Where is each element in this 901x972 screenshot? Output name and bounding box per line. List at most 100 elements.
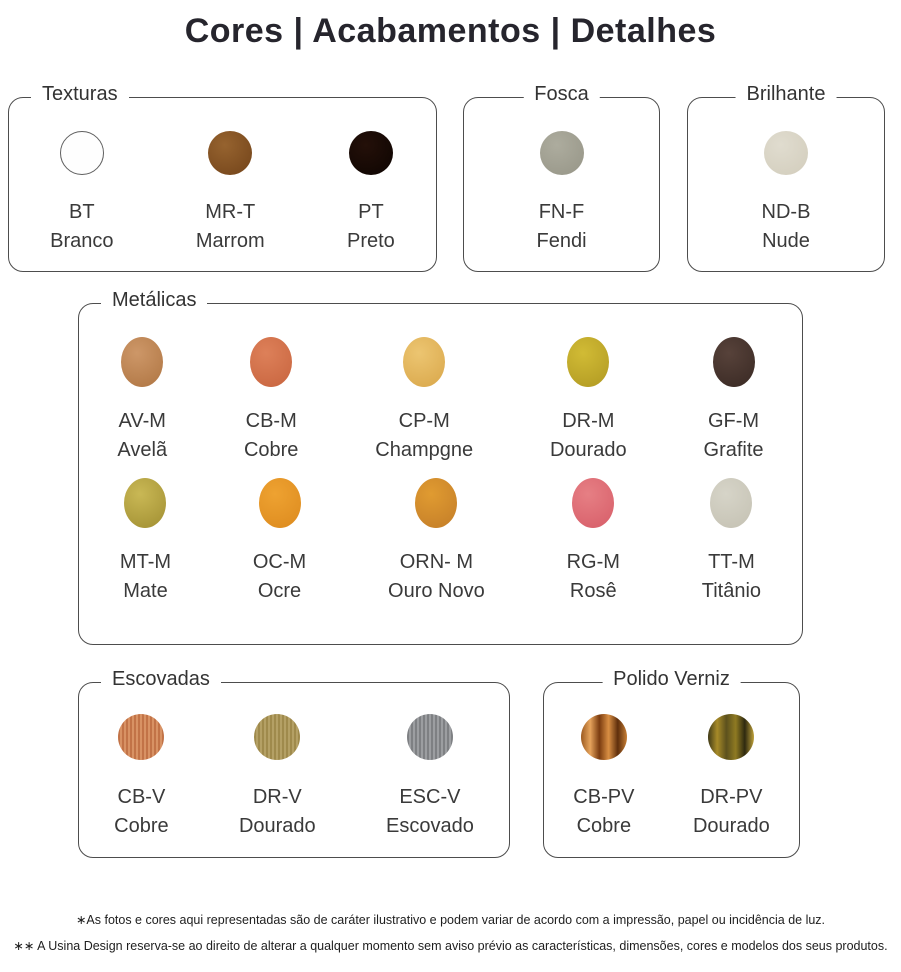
- color-code: CB-PV: [573, 786, 635, 808]
- items-row: CB-PV Cobre DR-PV Dourado: [544, 714, 799, 840]
- color-code: PT: [358, 201, 384, 223]
- color-name: Preto: [347, 230, 395, 252]
- color-item: PT Preto: [347, 131, 395, 255]
- section-fosca: Fosca FN-F Fendi: [463, 83, 660, 272]
- color-item: RG-M Rosê: [567, 478, 620, 605]
- color-item: CB-M Cobre: [244, 337, 298, 464]
- color-code: DR-V: [252, 786, 302, 808]
- color-code: DR-M: [562, 410, 615, 432]
- color-item: MT-M Mate: [120, 478, 171, 605]
- color-item: BT Branco: [50, 131, 114, 255]
- section-texturas: Texturas BT Branco MR-T Marrom PT Preto: [8, 83, 437, 272]
- items-row: ND-B Nude: [688, 131, 884, 255]
- color-swatch: [580, 714, 627, 760]
- color-code: TT-M: [708, 551, 755, 573]
- color-name: Branco: [50, 230, 114, 252]
- color-name: Escovado: [385, 815, 474, 837]
- color-name: Ouro Novo: [388, 580, 485, 602]
- color-item: OC-M Ocre: [253, 478, 306, 605]
- section-brilhante: Brilhante ND-B Nude: [687, 83, 885, 272]
- color-item: ND-B Nude: [761, 131, 811, 255]
- section-escovadas: Escovadas CB-V Cobre DR-V Dourado ESC-V …: [78, 668, 510, 858]
- color-item: FN-F Fendi: [536, 131, 587, 255]
- color-code: ND-B: [761, 201, 811, 223]
- color-name: Avelã: [117, 439, 168, 461]
- color-swatch: [406, 714, 453, 760]
- items-row: CB-V Cobre DR-V Dourado ESC-V Escovado: [79, 714, 509, 840]
- section-legend-polido-verniz: Polido Verniz: [602, 668, 741, 691]
- color-item: DR-V Dourado: [239, 714, 316, 840]
- color-swatch: [118, 714, 165, 760]
- color-code: ESC-V: [399, 786, 461, 808]
- color-item: CB-V Cobre: [114, 714, 169, 840]
- color-swatch: [250, 337, 293, 387]
- color-item: ESC-V Escovado: [386, 714, 474, 840]
- color-swatch: [208, 131, 253, 175]
- footnotes: ∗As fotos e cores aqui representadas são…: [0, 907, 901, 959]
- color-item: DR-PV Dourado: [693, 714, 770, 840]
- color-swatch: [124, 478, 167, 528]
- color-code: MR-T: [205, 201, 256, 223]
- color-code: GF-M: [707, 410, 760, 432]
- color-name: Cobre: [243, 439, 299, 461]
- color-item: DR-M Dourado: [550, 337, 627, 464]
- color-item: GF-M Grafite: [704, 337, 764, 464]
- color-item: CB-PV Cobre: [573, 714, 634, 840]
- color-code: BT: [69, 201, 95, 223]
- color-name: Rosê: [569, 580, 617, 602]
- section-legend-brilhante: Brilhante: [735, 83, 837, 106]
- color-name: Champgne: [375, 439, 474, 461]
- color-name: Mate: [123, 580, 168, 602]
- color-code: CP-M: [398, 410, 450, 432]
- color-swatch: [415, 478, 458, 528]
- color-swatch: [59, 131, 104, 175]
- page-title: Cores | Acabamentos | Detalhes: [184, 12, 717, 50]
- color-item: CP-M Champgne: [375, 337, 473, 464]
- color-code: OC-M: [252, 551, 307, 573]
- color-swatch: [121, 337, 164, 387]
- color-code: AV-M: [118, 410, 166, 432]
- color-item: MR-T Marrom: [196, 131, 265, 255]
- footnote-2: ∗∗ A Usina Design reserva-se ao direito …: [13, 939, 888, 953]
- color-item: AV-M Avelã: [117, 337, 167, 464]
- items-row: AV-M Avelã CB-M Cobre CP-M Champgne DR-M…: [79, 337, 802, 464]
- color-swatch: [708, 714, 755, 760]
- items-row: MT-M Mate OC-M Ocre ORN- M Ouro Novo RG-…: [79, 478, 802, 605]
- color-code: FN-F: [538, 201, 585, 223]
- color-swatch: [539, 131, 584, 175]
- color-code: DR-PV: [700, 786, 763, 808]
- color-name: Fendi: [536, 230, 587, 252]
- color-name: Titânio: [701, 580, 762, 602]
- color-code: CB-V: [117, 786, 166, 808]
- color-name: Ocre: [257, 580, 302, 602]
- color-swatch: [572, 478, 615, 528]
- color-item: TT-M Titânio: [702, 478, 761, 605]
- items-row: FN-F Fendi: [464, 131, 659, 255]
- items-row: BT Branco MR-T Marrom PT Preto: [9, 131, 436, 255]
- color-swatch: [763, 131, 808, 175]
- color-name: Cobre: [576, 815, 632, 837]
- color-swatch: [254, 714, 301, 760]
- section-legend-escovadas: Escovadas: [101, 668, 221, 691]
- color-name: Dourado: [549, 439, 627, 461]
- color-name: Grafite: [703, 439, 764, 461]
- section-legend-metalicas: Metálicas: [101, 289, 208, 312]
- section-legend-fosca: Fosca: [523, 83, 600, 106]
- color-code: CB-M: [245, 410, 297, 432]
- color-code: RG-M: [566, 551, 620, 573]
- color-code: ORN- M: [399, 551, 474, 573]
- color-swatch: [403, 337, 446, 387]
- color-name: Dourado: [692, 815, 770, 837]
- color-name: Cobre: [114, 815, 169, 837]
- footnote-1: ∗As fotos e cores aqui representadas são…: [75, 913, 826, 927]
- color-swatch: [348, 131, 393, 175]
- section-metalicas: Metálicas AV-M Avelã CB-M Cobre CP-M Cha…: [78, 289, 803, 645]
- color-name: Nude: [762, 230, 810, 252]
- section-legend-texturas: Texturas: [31, 83, 129, 106]
- color-swatch: [567, 337, 610, 387]
- color-item: ORN- M Ouro Novo: [388, 478, 485, 605]
- color-code: MT-M: [119, 551, 172, 573]
- color-swatch: [258, 478, 301, 528]
- section-polido-verniz: Polido Verniz CB-PV Cobre DR-PV Dourado: [543, 668, 800, 858]
